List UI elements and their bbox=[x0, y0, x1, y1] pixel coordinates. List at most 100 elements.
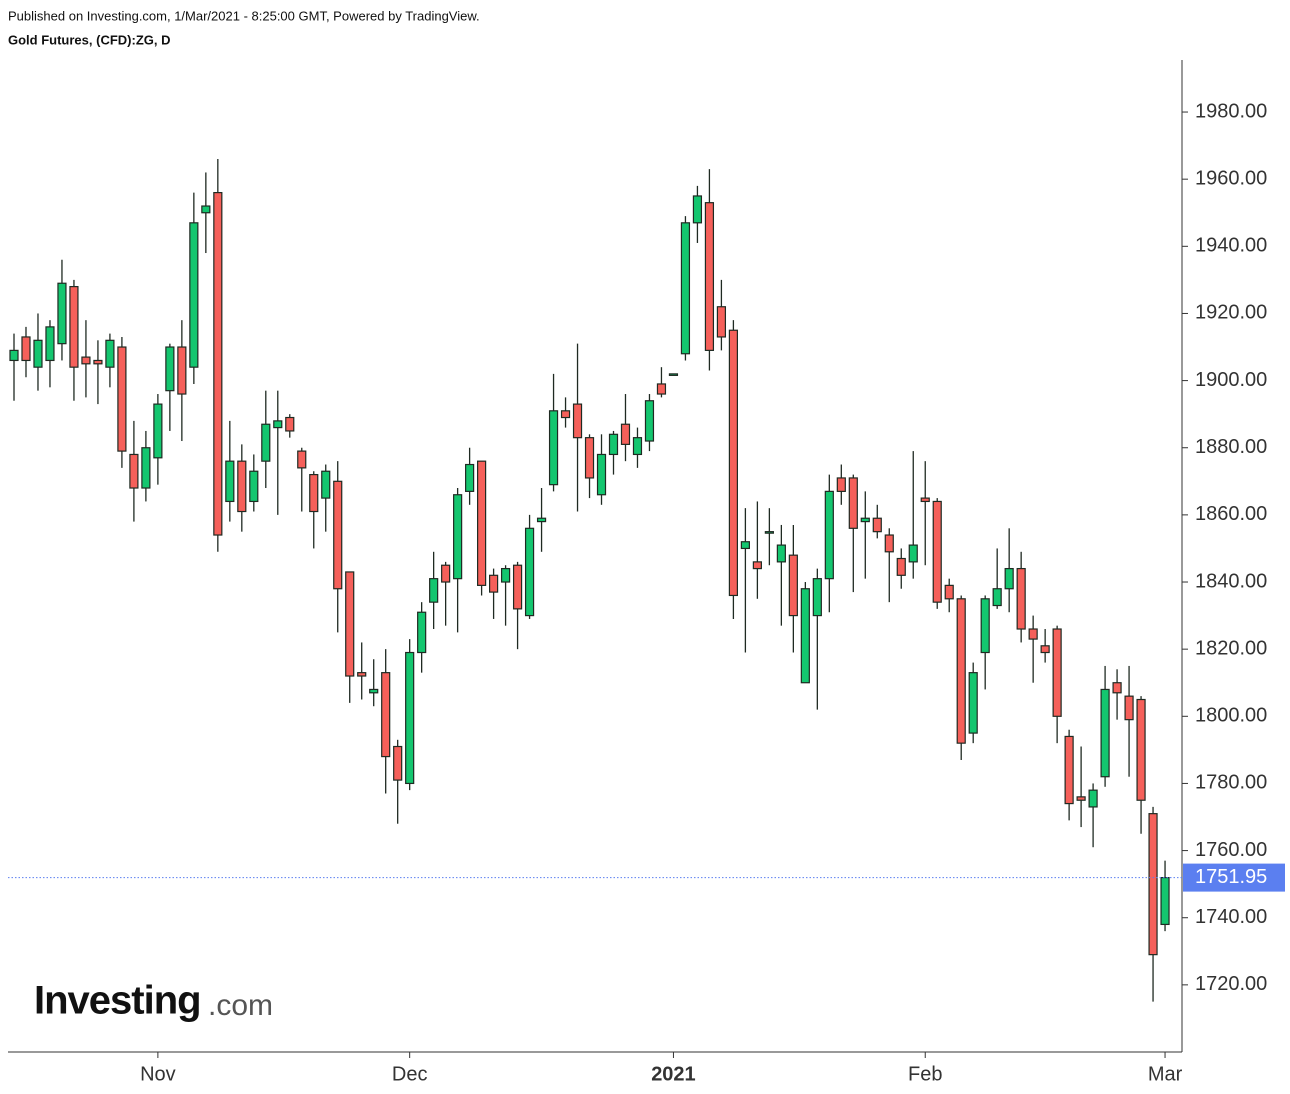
last-price-box bbox=[1183, 863, 1285, 892]
candle-body bbox=[297, 450, 307, 469]
candle-body bbox=[860, 517, 870, 523]
x-tick-label: Mar bbox=[1148, 1063, 1183, 1085]
candle-body bbox=[836, 477, 846, 492]
candle-body bbox=[692, 195, 703, 224]
candle-body bbox=[992, 588, 1002, 607]
candle-body bbox=[776, 544, 786, 563]
candle-body bbox=[177, 346, 187, 395]
candle-body bbox=[1124, 695, 1134, 721]
candle-body bbox=[189, 222, 199, 368]
candle-body bbox=[453, 494, 463, 580]
candle-body bbox=[956, 598, 966, 744]
y-tick-label: 1800.00 bbox=[1195, 705, 1267, 727]
candle-body bbox=[225, 460, 235, 503]
y-tick-label: 1780.00 bbox=[1195, 772, 1267, 794]
candle-body bbox=[69, 285, 79, 368]
candle-body bbox=[369, 688, 379, 694]
candle-body bbox=[1160, 877, 1170, 926]
candle-body bbox=[812, 578, 822, 617]
candle-body bbox=[153, 403, 163, 459]
logo-name: Investing bbox=[34, 979, 201, 1023]
candle-body bbox=[309, 473, 319, 513]
candle-body bbox=[45, 326, 55, 362]
candle-body bbox=[261, 423, 271, 462]
candle-body bbox=[1064, 735, 1074, 805]
y-tick-label: 1740.00 bbox=[1195, 906, 1267, 928]
candle-body bbox=[105, 339, 115, 368]
candle-body bbox=[141, 447, 151, 489]
candle-body bbox=[788, 554, 798, 617]
candle-body bbox=[477, 460, 487, 586]
candle-body bbox=[1028, 628, 1038, 640]
candle-body bbox=[932, 500, 942, 603]
candle-body bbox=[33, 339, 43, 368]
candle-body bbox=[273, 420, 283, 429]
candle-body bbox=[1148, 813, 1158, 956]
logo-suffix: .com bbox=[208, 989, 273, 1022]
candle-body bbox=[405, 651, 415, 785]
candle-body bbox=[1100, 688, 1110, 778]
candle-body bbox=[81, 356, 91, 365]
y-tick-label: 1940.00 bbox=[1195, 235, 1267, 257]
y-tick-label: 1980.00 bbox=[1195, 100, 1267, 122]
candle-body bbox=[656, 383, 667, 395]
y-tick-label: 1860.00 bbox=[1195, 503, 1267, 525]
candle-body bbox=[740, 541, 750, 550]
candle-body bbox=[968, 672, 978, 734]
candle-body bbox=[560, 410, 571, 419]
candle-body bbox=[57, 282, 67, 345]
candle-body bbox=[536, 517, 547, 523]
candle-body bbox=[381, 672, 391, 758]
candle-body bbox=[524, 527, 535, 617]
y-tick-label: 1900.00 bbox=[1195, 369, 1267, 391]
candle-body bbox=[728, 329, 739, 597]
candle-body bbox=[429, 578, 439, 603]
y-tick-label: 1880.00 bbox=[1195, 436, 1267, 458]
published-note: Published on Investing.com, 1/Mar/2021 -… bbox=[8, 8, 480, 23]
candle-body bbox=[680, 222, 691, 355]
candle-body bbox=[944, 584, 954, 600]
candle-body bbox=[117, 346, 127, 452]
candle-body bbox=[1088, 789, 1098, 808]
candle-body bbox=[848, 477, 858, 529]
candle-body bbox=[393, 745, 403, 781]
candle-body bbox=[249, 470, 259, 503]
candle-body bbox=[1016, 567, 1026, 630]
candle-body bbox=[201, 205, 211, 214]
candle-body bbox=[572, 403, 583, 439]
candle-body bbox=[1076, 796, 1086, 801]
candle-body bbox=[441, 564, 451, 583]
y-tick-label: 1820.00 bbox=[1195, 637, 1267, 659]
candle-body bbox=[908, 544, 918, 563]
candle-body bbox=[165, 346, 175, 392]
candle-body bbox=[129, 453, 139, 489]
x-tick-label: 2021 bbox=[651, 1063, 696, 1085]
candle-body bbox=[668, 373, 679, 376]
candle-body bbox=[920, 497, 930, 503]
y-tick-label: 1960.00 bbox=[1195, 167, 1267, 189]
candle-body bbox=[321, 470, 331, 499]
candle-body bbox=[489, 574, 499, 593]
candle-body bbox=[213, 192, 223, 536]
y-tick-label: 1840.00 bbox=[1195, 570, 1267, 592]
candle-body bbox=[764, 531, 774, 534]
candle-body bbox=[21, 336, 31, 362]
last-price-label: 1751.95 bbox=[1195, 866, 1267, 888]
candle-body bbox=[884, 534, 894, 553]
candle-body bbox=[237, 460, 247, 513]
candle-body bbox=[596, 453, 607, 496]
y-tick-label: 1720.00 bbox=[1195, 973, 1267, 995]
candle-body bbox=[1040, 645, 1050, 654]
candle-body bbox=[620, 423, 631, 445]
candle-body bbox=[608, 433, 619, 456]
candle-body bbox=[9, 349, 19, 362]
candle-body bbox=[465, 463, 475, 492]
candle-body bbox=[1004, 567, 1014, 590]
x-tick-label: Nov bbox=[140, 1063, 176, 1085]
candle-body bbox=[644, 400, 655, 442]
candle-body bbox=[285, 416, 295, 432]
candle-body bbox=[704, 202, 715, 351]
candle-body bbox=[872, 517, 882, 533]
candle-body bbox=[417, 611, 427, 654]
